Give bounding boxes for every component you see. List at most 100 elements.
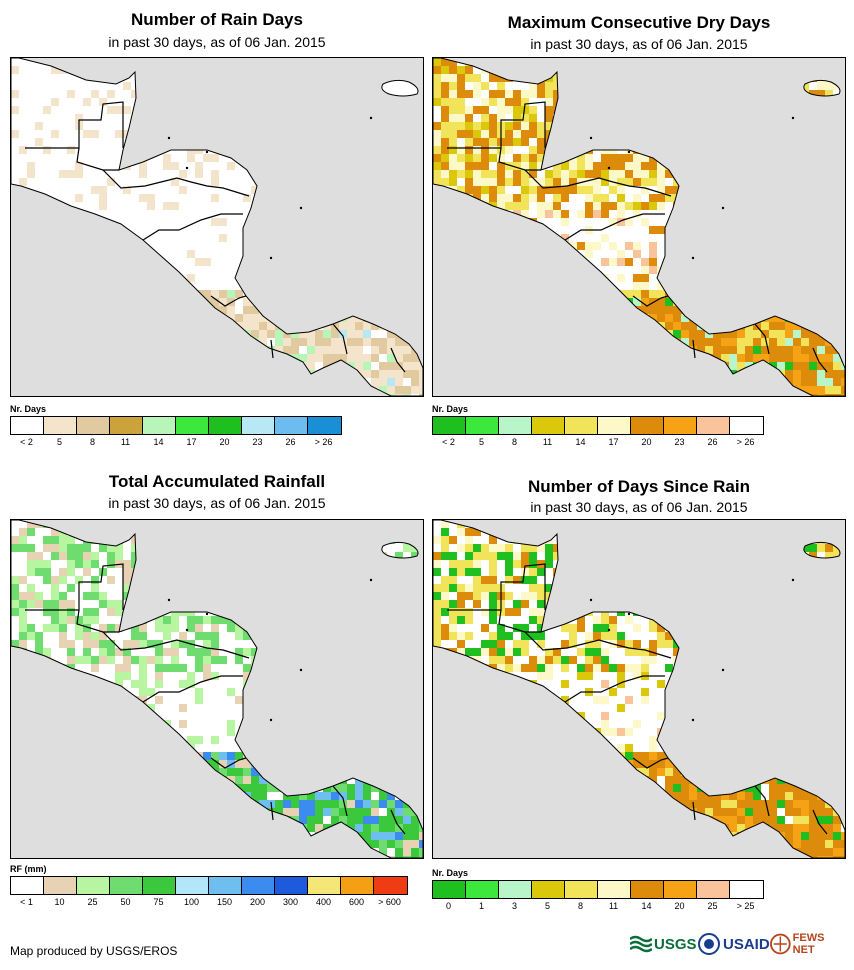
country-border — [332, 785, 348, 817]
legend-label: > 25 — [736, 901, 755, 911]
map-credit: Map produced by USGS/EROS — [10, 944, 178, 958]
map-rain-days — [10, 57, 424, 397]
legend-label: 600 — [348, 897, 365, 907]
legend-swatch — [44, 877, 77, 894]
legend-label: 300 — [282, 897, 299, 907]
island — [299, 668, 303, 672]
legend-swatch — [631, 881, 664, 898]
legend-swatch — [242, 417, 275, 434]
country-border — [76, 147, 119, 171]
legend-swatch — [308, 877, 341, 894]
legend-swatch — [598, 417, 631, 434]
agency-logos: USGS USAID FEWS NET — [630, 931, 846, 959]
map-canvas — [11, 520, 423, 858]
country-border — [754, 785, 770, 817]
island — [691, 718, 695, 722]
country-border — [498, 609, 541, 633]
legend-title: Nr. Days — [432, 868, 469, 878]
island — [369, 116, 373, 120]
island — [627, 612, 631, 616]
legend-color-bar — [10, 876, 408, 895]
island — [791, 116, 795, 120]
legend-swatch — [242, 877, 275, 894]
legend-swatch — [209, 417, 242, 434]
panel-subtitle: in past 30 days, as of 06 Jan. 2015 — [108, 495, 326, 511]
legend-swatch — [176, 417, 209, 434]
legend-label: 5 — [478, 437, 485, 447]
panel-subtitle: in past 30 days, as of 06 Jan. 2015 — [530, 499, 748, 515]
legend-label: 20 — [674, 901, 685, 911]
legend-label: 200 — [249, 897, 266, 907]
legend-swatch — [11, 417, 44, 434]
country-border — [632, 295, 669, 307]
country-border — [102, 169, 250, 197]
legend-swatch — [499, 417, 532, 434]
island — [185, 628, 189, 632]
legend-title: Nr. Days — [10, 404, 47, 414]
island — [721, 668, 725, 672]
legend-swatch — [110, 877, 143, 894]
panel-title: Number of Rain Days — [131, 10, 303, 29]
island — [185, 166, 189, 170]
legend-label: 23 — [252, 437, 263, 447]
island — [691, 256, 695, 260]
legend-swatch — [176, 877, 209, 894]
legend-swatch — [143, 417, 176, 434]
legend-swatch — [565, 417, 598, 434]
country-border — [210, 295, 247, 307]
legend-label: 8 — [89, 437, 96, 447]
legend-label: 17 — [608, 437, 619, 447]
fewsnet-logo: FEWS NET — [770, 931, 846, 957]
coastline — [11, 58, 423, 396]
legend-swatch — [466, 417, 499, 434]
map-canvas — [11, 58, 423, 396]
legend-label: 11 — [608, 901, 619, 911]
country-border — [270, 801, 274, 821]
panel-title: Total Accumulated Rainfall — [108, 472, 326, 491]
legend-label: 14 — [153, 437, 164, 447]
legend-color-bar — [432, 880, 764, 899]
map-canvas — [433, 58, 845, 396]
legend-label: > 26 — [736, 437, 755, 447]
legend-swatch — [143, 877, 176, 894]
island — [791, 578, 795, 582]
island — [627, 150, 631, 154]
country-border — [632, 757, 669, 769]
legend-label: 17 — [186, 437, 197, 447]
legend-swatch — [532, 417, 565, 434]
legend-label: 5 — [56, 437, 63, 447]
panel-subtitle: in past 30 days, as of 06 Jan. 2015 — [108, 34, 326, 50]
fewsnet-globe-icon — [770, 933, 791, 955]
legend-label: 14 — [575, 437, 586, 447]
island — [205, 612, 209, 616]
legend-labels: < 2 5 8 11 14 17 20 23 26 > 26 — [432, 437, 762, 449]
country-border — [524, 631, 672, 659]
country-border — [754, 323, 770, 355]
country-border — [210, 757, 247, 769]
legend-swatch — [598, 881, 631, 898]
legend-label: 0 — [445, 901, 452, 911]
legend-label: 5 — [544, 901, 551, 911]
island — [299, 206, 303, 210]
legend-swatch — [730, 881, 763, 898]
island — [269, 718, 273, 722]
land-area — [11, 58, 423, 396]
legend-label: 10 — [54, 897, 65, 907]
legend-label: 26 — [707, 437, 718, 447]
island — [167, 136, 171, 140]
legend-label: > 26 — [314, 437, 333, 447]
panel-title: Number of Days Since Rain — [527, 477, 750, 496]
country-border — [692, 801, 696, 821]
legend-labels: < 1 10 25 50 75 100 150 200 300 400 600 > 600 — [10, 897, 406, 909]
legend-swatch — [374, 877, 407, 894]
coastline — [11, 520, 423, 858]
legend-swatch — [341, 877, 374, 894]
island — [721, 206, 725, 210]
usgs-wave-icon — [630, 935, 652, 953]
country-border — [390, 809, 406, 835]
legend-swatch — [110, 417, 143, 434]
island — [589, 598, 593, 602]
land-area — [433, 520, 845, 858]
coastline — [433, 520, 845, 858]
legend-swatch — [77, 877, 110, 894]
